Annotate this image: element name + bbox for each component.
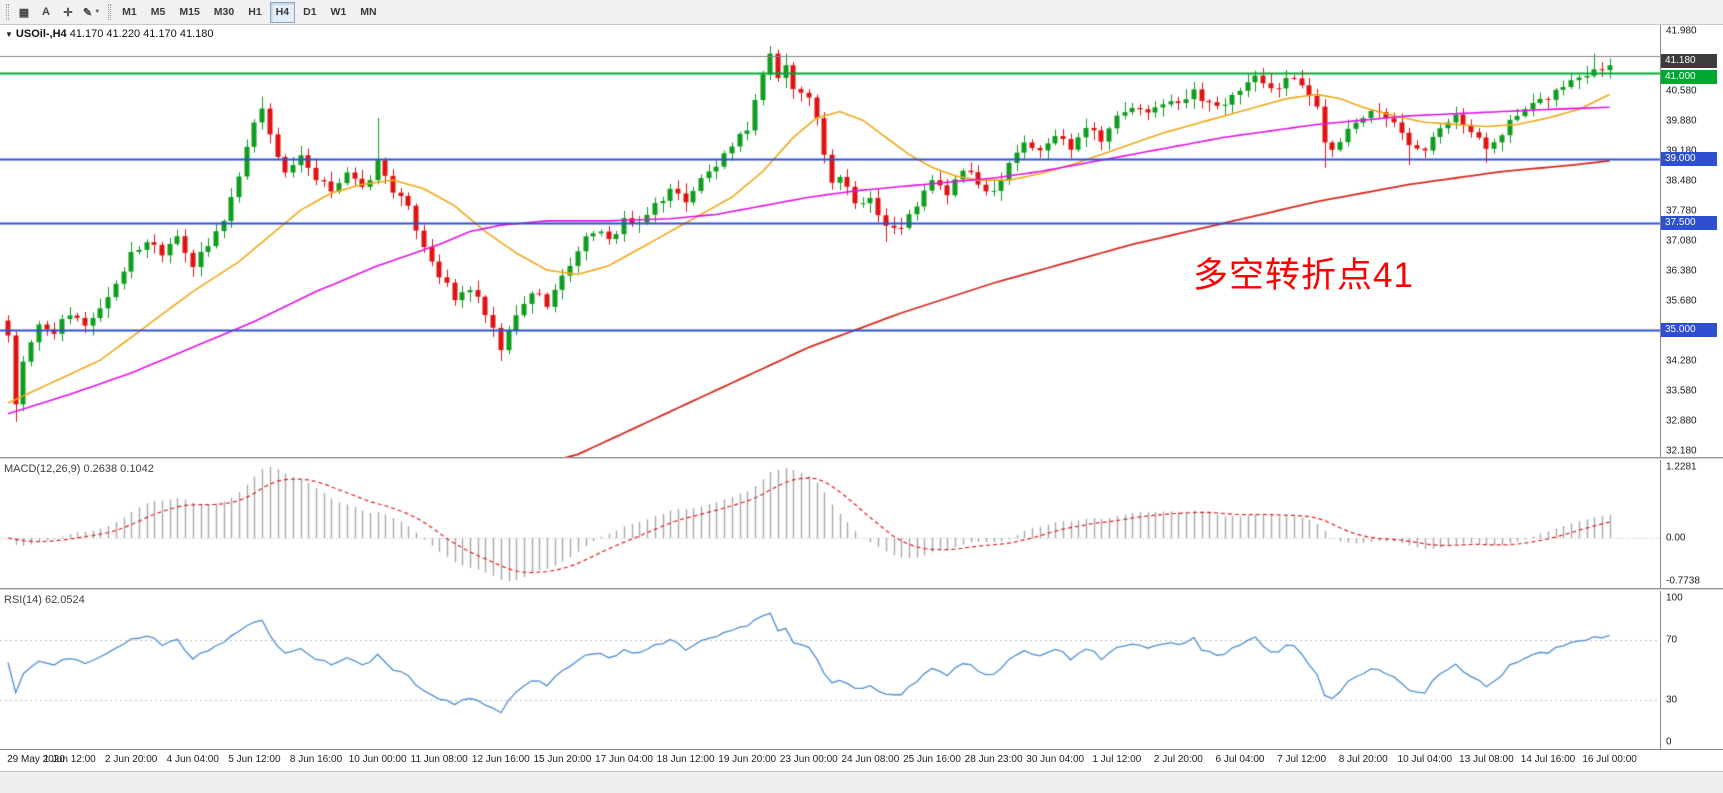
date-axis-label: 13 Jul 08:00 <box>1459 754 1514 765</box>
toolbar-grip[interactable] <box>6 4 9 20</box>
date-axis-label: 28 Jun 23:00 <box>964 754 1023 765</box>
date-axis-label: 25 Jun 16:00 <box>903 754 961 765</box>
rsi-label: RSI(14) <box>4 594 42 606</box>
date-axis-label: 16 Jul 00:00 <box>1582 754 1637 765</box>
date-axis-label: 29 May 2020 <box>7 754 65 765</box>
rsi-panel: RSI(14) 62.0524 100 70 30 0 <box>0 591 1723 749</box>
price-axis-label: 38.480 <box>1666 175 1697 187</box>
date-axis-label: 18 Jun 12:00 <box>656 754 715 765</box>
price-axis-label: 33.580 <box>1666 385 1697 397</box>
price-axis-label: 34.280 <box>1666 355 1697 367</box>
price-axis-label: 41.980 <box>1666 25 1697 37</box>
timeframe-button-d1[interactable]: D1 <box>303 6 317 18</box>
price-axis-label: 32.880 <box>1666 415 1697 427</box>
price-level-badge: 39.000 <box>1661 151 1717 166</box>
price-axis-label: 32.180 <box>1666 445 1697 457</box>
rsi-axis-label: 30 <box>1666 694 1678 706</box>
macd-axis-label: 1.2281 <box>1666 461 1697 473</box>
price-level-badge: 41.000 <box>1661 70 1717 84</box>
price-axis-label: 39.180 <box>1666 146 1697 157</box>
draw-tools-icon[interactable]: ✎ ▼ <box>83 6 101 19</box>
date-axis-label: 15 Jun 20:00 <box>533 754 592 765</box>
price-axis-label: 40.580 <box>1666 85 1697 97</box>
date-axis[interactable]: 29 May 2020 1 Jun 12:00 2 Jun 20:00 4 Jun 0… <box>0 749 1723 771</box>
price-axis-label: 37.080 <box>1666 235 1697 247</box>
date-axis-label: 6 Jul 04:00 <box>1215 754 1265 765</box>
macd-canvas[interactable] <box>0 460 1660 588</box>
chart-window-icon[interactable]: ▦ <box>18 6 30 19</box>
timeframe-button-w1[interactable]: W1 <box>330 6 347 18</box>
rsi-axis-label: 0 <box>1666 736 1672 748</box>
rsi-header: RSI(14) 62.0524 <box>4 594 85 606</box>
price-axis-label: 39.880 <box>1666 115 1697 127</box>
date-axis-label: 2 Jul 20:00 <box>1153 754 1203 765</box>
toolbar-icon-group: ▦ A ✛ ✎ ▼ <box>13 2 104 23</box>
timeframe-button-h4[interactable]: H4 <box>269 1 296 23</box>
date-axis-label: 8 Jun 16:00 <box>289 754 343 765</box>
price-level-badge: 35.000 <box>1661 323 1717 338</box>
date-axis-label: 4 Jun 04:00 <box>166 754 219 765</box>
bottom-strip <box>0 771 1723 793</box>
timeframe-button-m5[interactable]: M5 <box>150 6 166 18</box>
rsi-axis-label: 100 <box>1666 592 1683 604</box>
macd-axis: 1.2281 0.00 -0.7738 <box>1660 460 1723 588</box>
price-level-badge: 41.180 <box>1661 54 1717 69</box>
timeframe-button-mn[interactable]: MN <box>360 6 377 18</box>
price-axis-label: 37.780 <box>1666 205 1697 217</box>
date-axis-label: 8 Jul 20:00 <box>1338 754 1388 765</box>
price-axis[interactable]: 41.980 40.580 39.880 39.180 38.480 37.780 37.0… <box>1660 25 1723 457</box>
price-axis-label: 36.380 <box>1666 265 1697 277</box>
date-axis-label: 2 Jun 20:00 <box>105 754 158 765</box>
timeframe-button-m30[interactable]: M30 <box>213 6 235 18</box>
rsi-canvas[interactable] <box>0 591 1660 749</box>
chart-title: ▼ USOil-,H4 41.170 41.220 41.170 41.180 <box>5 28 213 40</box>
macd-axis-label: -0.7738 <box>1666 575 1700 587</box>
date-axis-label: 17 Jun 04:00 <box>595 754 653 765</box>
date-axis-label: 10 Jul 04:00 <box>1397 754 1453 765</box>
timeframe-button-m15[interactable]: M15 <box>179 6 200 18</box>
date-axis-label: 12 Jun 16:00 <box>471 754 530 765</box>
chart-ohlc-readout: 41.170 41.220 41.170 41.180 <box>69 28 214 40</box>
annotation-text-object[interactable]: 多空转折点41 <box>1193 256 1414 295</box>
macd-label: MACD(12,26,9) <box>4 463 81 475</box>
chart-stack: ▼ USOil-,H4 41.170 41.220 41.170 41.180 多… <box>0 25 1723 771</box>
date-axis-label: 11 Jun 08:00 <box>410 754 468 765</box>
chart-symbol-label: USOil-,H4 <box>15 28 67 40</box>
date-axis-label: 23 Jun 00:00 <box>779 754 838 765</box>
panel-splitter[interactable] <box>0 457 1723 460</box>
date-axis-label: 24 Jun 08:00 <box>841 754 900 765</box>
timeframe-button-h1[interactable]: H1 <box>248 6 262 18</box>
price-axis-label: 35.680 <box>1666 295 1697 307</box>
macd-axis-label: 0.00 <box>1666 532 1686 544</box>
date-axis-label: 30 Jun 04:00 <box>1026 754 1085 765</box>
date-axis-label: 10 Jun 00:00 <box>348 754 407 765</box>
macd-values: 0.2638 0.1042 <box>83 463 154 475</box>
date-axis-label: 1 Jul 12:00 <box>1092 754 1142 765</box>
price-level-badge: 37.500 <box>1661 216 1717 230</box>
panel-splitter[interactable] <box>0 588 1723 591</box>
timeframe-button-group: M1 M5 M15 M30 H1 H4 D1 W1 MN <box>115 1 383 23</box>
date-axis-label: 19 Jun 20:00 <box>718 754 777 765</box>
main-chart-panel: ▼ USOil-,H4 41.170 41.220 41.170 41.180 多… <box>0 25 1723 457</box>
rsi-value: 62.0524 <box>44 594 85 606</box>
chevron-down-icon: ▼ <box>94 9 101 15</box>
chart-marker-icon: ▼ <box>5 30 13 39</box>
date-axis-label: 14 Jul 16:00 <box>1520 754 1576 765</box>
date-axis-label: 1 Jun 12:00 <box>43 754 96 765</box>
toolbar-grip[interactable] <box>108 4 112 20</box>
date-axis-label: 7 Jul 12:00 <box>1277 754 1327 765</box>
toolbar: ▦ A ✛ ✎ ▼ M1 M5 M15 M30 H1 H4 D1 W1 MN <box>0 0 1723 25</box>
rsi-axis-label: 70 <box>1666 634 1678 646</box>
rsi-axis: 100 70 30 0 <box>1660 591 1723 749</box>
cursor-icon[interactable]: A <box>42 6 50 18</box>
date-axis-label: 5 Jun 12:00 <box>228 754 281 765</box>
timeframe-button-m1[interactable]: M1 <box>122 6 137 18</box>
macd-panel: MACD(12,26,9) 0.2638 0.1042 1.2281 0.00 -0… <box>0 460 1723 588</box>
main-chart-canvas[interactable] <box>0 25 1660 457</box>
crosshair-icon[interactable]: ✛ <box>63 6 73 19</box>
macd-header: MACD(12,26,9) 0.2638 0.1042 <box>4 463 154 475</box>
